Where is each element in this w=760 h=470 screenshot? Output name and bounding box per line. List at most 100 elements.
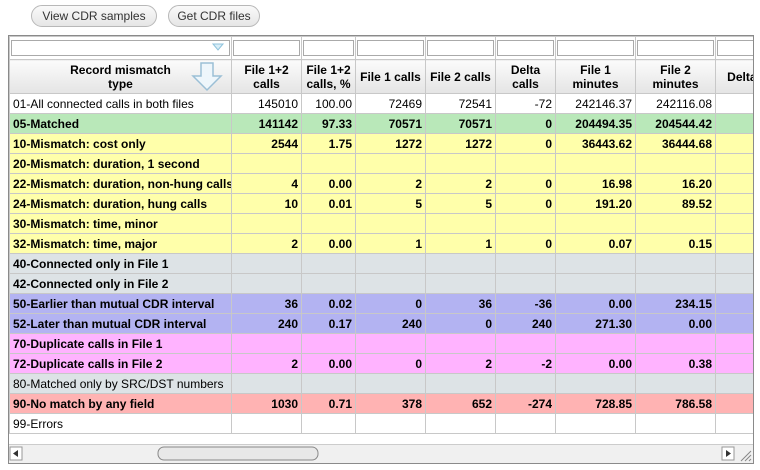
cell bbox=[495, 273, 556, 294]
cell bbox=[301, 253, 356, 274]
filter-cell bbox=[715, 36, 753, 60]
cell bbox=[425, 213, 496, 234]
scrollbar-graphics bbox=[9, 446, 752, 462]
column-header[interactable]: File 2 calls bbox=[425, 59, 496, 94]
cell bbox=[355, 373, 426, 394]
data-row: 70-Duplicate calls in File 1 bbox=[9, 333, 753, 354]
cell bbox=[715, 113, 753, 134]
data-row: 10-Mismatch: cost only 2544 1.75 1272 1272 0 3… bbox=[9, 133, 753, 154]
cell bbox=[495, 333, 556, 354]
filter-cell bbox=[425, 36, 496, 60]
cell: 16.98 bbox=[555, 173, 636, 194]
cell: 70571 bbox=[425, 113, 496, 134]
row-label: 72-Duplicate calls in File 2 bbox=[9, 353, 232, 374]
cell bbox=[715, 353, 753, 374]
filter-dropdown[interactable] bbox=[212, 42, 224, 52]
column-header-text: File 1 minutes bbox=[572, 62, 619, 91]
cell: 1272 bbox=[355, 133, 426, 154]
row-label: 05-Matched bbox=[9, 113, 232, 134]
cell bbox=[355, 153, 426, 174]
cell: 652 bbox=[425, 393, 496, 414]
arrow-right bbox=[726, 450, 731, 457]
cell bbox=[231, 333, 302, 354]
cell bbox=[495, 373, 556, 394]
cell bbox=[555, 213, 636, 234]
column-header[interactable]: File 2 minutes bbox=[635, 59, 716, 94]
filter-cell bbox=[9, 36, 232, 60]
cell bbox=[555, 333, 636, 354]
cell bbox=[231, 413, 302, 434]
filter-input[interactable] bbox=[357, 40, 424, 56]
cell: -72 bbox=[495, 93, 556, 114]
column-header[interactable]: Record mismatch type bbox=[9, 59, 232, 94]
sort-arrow[interactable] bbox=[190, 62, 224, 92]
filter-cell bbox=[635, 36, 716, 60]
cell bbox=[715, 213, 753, 234]
cell bbox=[715, 293, 753, 314]
cell: 0.71 bbox=[301, 393, 356, 414]
scrollbar[interactable] bbox=[9, 444, 753, 463]
cell: 16.20 bbox=[635, 173, 716, 194]
filter-input[interactable] bbox=[427, 40, 494, 56]
data-row: 90-No match by any field 1030 0.71 378 652 -2… bbox=[9, 393, 753, 414]
cell: 240 bbox=[495, 313, 556, 334]
column-header[interactable]: File 1+2 calls bbox=[231, 59, 302, 94]
column-header-text: File 2 calls bbox=[430, 69, 491, 84]
cell: 0 bbox=[425, 313, 496, 334]
filter-cell bbox=[231, 36, 302, 60]
column-header-text: Record mismatch type bbox=[70, 62, 171, 91]
column-header[interactable]: File 1 calls bbox=[355, 59, 426, 94]
cell: 97.33 bbox=[301, 113, 356, 134]
cell: 0 bbox=[355, 353, 426, 374]
data-row: 24-Mismatch: duration, hung calls 10 0.01 5… bbox=[9, 193, 753, 214]
cell bbox=[635, 413, 716, 434]
cell bbox=[635, 153, 716, 174]
row-label: 20-Mismatch: duration, 1 second bbox=[9, 153, 232, 174]
cell: 70571 bbox=[355, 113, 426, 134]
cell bbox=[555, 373, 636, 394]
cell: 786.58 bbox=[635, 393, 716, 414]
cell: 0.17 bbox=[301, 313, 356, 334]
cell: 36 bbox=[425, 293, 496, 314]
filter-input[interactable] bbox=[233, 40, 300, 56]
filter-input[interactable] bbox=[557, 40, 634, 56]
filter-input[interactable] bbox=[303, 40, 354, 56]
cell bbox=[495, 413, 556, 434]
cell: 234.15 bbox=[635, 293, 716, 314]
cell bbox=[555, 153, 636, 174]
button[interactable]: View CDR samples bbox=[31, 5, 157, 27]
data-row: 42-Connected only in File 2 bbox=[9, 273, 753, 294]
cell bbox=[355, 413, 426, 434]
cell: 0.00 bbox=[555, 353, 636, 374]
cell: 378 bbox=[355, 393, 426, 414]
cell: 0.01 bbox=[301, 193, 356, 214]
cell bbox=[425, 273, 496, 294]
scroll-thumb[interactable] bbox=[157, 446, 319, 461]
cell: 36443.62 bbox=[555, 133, 636, 154]
filter-input[interactable] bbox=[497, 40, 554, 56]
column-header[interactable]: File 1+2 calls, % bbox=[301, 59, 356, 94]
header-row: Record mismatch type File 1+2 calls File 1… bbox=[9, 59, 753, 94]
row-label: 22-Mismatch: duration, non-hung calls bbox=[9, 173, 232, 194]
button[interactable]: Get CDR files bbox=[168, 5, 260, 27]
filter-input[interactable] bbox=[11, 40, 230, 56]
data-row: 22-Mismatch: duration, non-hung calls 4 0.… bbox=[9, 173, 753, 194]
cell bbox=[715, 393, 753, 414]
row-label: 42-Connected only in File 2 bbox=[9, 273, 232, 294]
cell: 0 bbox=[495, 233, 556, 254]
cell bbox=[715, 333, 753, 354]
column-header[interactable]: File 1 minutes bbox=[555, 59, 636, 94]
cell: 204494.35 bbox=[555, 113, 636, 134]
row-label: 30-Mismatch: time, minor bbox=[9, 213, 232, 234]
row-label: 24-Mismatch: duration, hung calls bbox=[9, 193, 232, 214]
filter-input[interactable] bbox=[717, 40, 753, 56]
column-header[interactable]: Delta calls bbox=[495, 59, 556, 94]
cell: 0.15 bbox=[635, 233, 716, 254]
cell bbox=[355, 253, 426, 274]
cell bbox=[231, 253, 302, 274]
filter-input[interactable] bbox=[637, 40, 714, 56]
cell: 242146.37 bbox=[555, 93, 636, 114]
column-header[interactable]: Delta minutes bbox=[715, 59, 753, 94]
cell bbox=[715, 193, 753, 214]
cell bbox=[425, 373, 496, 394]
